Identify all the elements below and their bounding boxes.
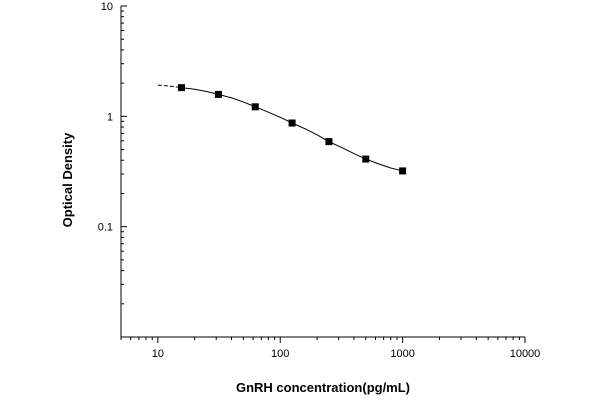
fit-curve-line <box>181 87 403 172</box>
x-tick-label: 10 <box>152 348 164 360</box>
fit-curve-extrapolated <box>157 84 182 89</box>
x-tick-label: 100 <box>271 348 289 360</box>
data-point <box>399 167 407 175</box>
data-point <box>251 103 259 111</box>
y-tick-label: 1 <box>107 111 113 123</box>
data-point <box>214 90 222 98</box>
y-axis-ticks: 0.1 1 10 <box>98 1 127 338</box>
data-point <box>288 119 296 127</box>
data-point <box>362 155 370 163</box>
y-tick-label: 0.1 <box>98 222 113 234</box>
x-tick-label: 10000 <box>510 348 541 360</box>
y-tick-label: 10 <box>101 1 113 13</box>
y-axis-title: Optical Density <box>60 132 75 227</box>
x-tick-label: 1000 <box>390 348 414 360</box>
x-axis-title: GnRH concentration(pg/mL) <box>236 380 410 395</box>
x-axis-ticks: 10 100 1000 10000 <box>120 337 541 360</box>
data-point <box>325 138 333 146</box>
data-points <box>177 84 407 175</box>
data-point <box>177 84 185 92</box>
plot-area <box>120 6 525 338</box>
